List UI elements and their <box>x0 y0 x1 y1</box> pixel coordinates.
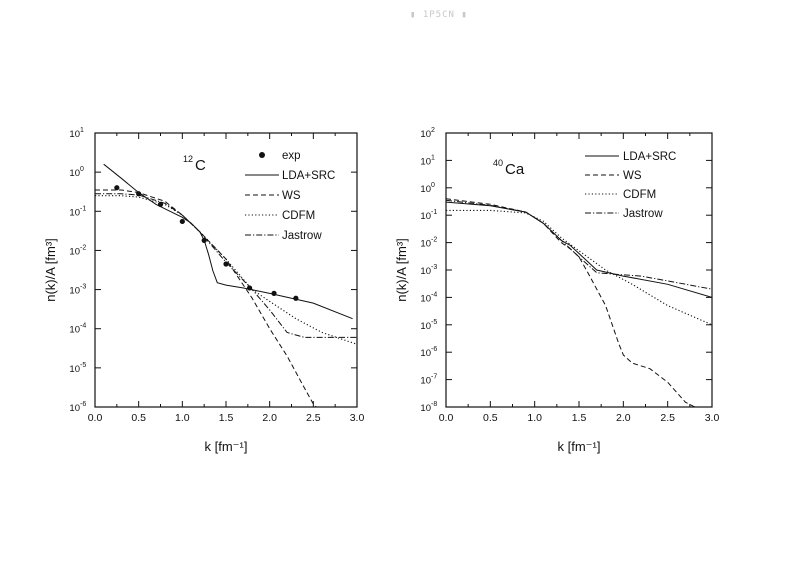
nucleus-mass-number: 40 <box>493 158 503 168</box>
exp-data-point <box>293 295 299 301</box>
exp-data-point <box>271 290 277 296</box>
series-line-cdfm <box>446 209 712 326</box>
x-tick-label: 1.0 <box>175 412 190 424</box>
x-tick-label: 1.0 <box>527 412 542 424</box>
y-tick-label: 10 <box>69 325 80 336</box>
exp-data-point <box>114 185 120 191</box>
plot-area <box>95 163 357 407</box>
y-tick-exponent: -4 <box>80 323 86 330</box>
series-line-ws <box>95 189 336 407</box>
y-tick-label: 10 <box>69 286 80 297</box>
legend-label: Jastrow <box>623 208 663 220</box>
x-axis-label: k [fm⁻¹] <box>558 439 601 454</box>
y-tick-exponent: -8 <box>431 401 437 408</box>
y-tick-exponent: 1 <box>80 127 84 134</box>
y-tick-exponent: -2 <box>431 237 437 244</box>
x-tick-label: 0.0 <box>439 412 454 424</box>
exp-data-point <box>136 191 142 197</box>
y-tick-label: 10 <box>420 348 431 359</box>
y-tick-exponent: -6 <box>431 346 437 353</box>
y-tick-exponent: -1 <box>80 205 86 212</box>
plot-frame <box>445 132 713 408</box>
y-tick-label: 10 <box>420 321 431 332</box>
x-axis-label: k [fm⁻¹] <box>205 439 248 454</box>
exp-data-point <box>223 261 229 267</box>
y-tick-label: 10 <box>420 403 431 414</box>
y-tick-exponent: -7 <box>431 374 437 381</box>
y-tick-label: 10 <box>420 129 431 140</box>
y-tick-exponent: 0 <box>431 182 435 189</box>
header-mark: ▮ 1P5CN ▮ <box>410 10 468 20</box>
series-line-lda-src <box>446 201 712 298</box>
x-tick-label: 2.5 <box>306 412 321 424</box>
y-tick-exponent: 0 <box>80 166 84 173</box>
y-tick-exponent: -6 <box>80 401 86 408</box>
y-tick-exponent: 1 <box>431 154 435 161</box>
y-tick-exponent: -5 <box>80 362 86 369</box>
y-tick-label: 10 <box>420 184 431 195</box>
chart-c12: 0.0 0.5 1.0 1.5 2.0 2.5 3.010-610-510-410 -310-… <box>43 127 364 454</box>
legend-label: Jastrow <box>282 230 322 242</box>
x-tick-label: 1.5 <box>572 412 587 424</box>
y-tick-label: 10 <box>420 156 431 167</box>
y-tick-exponent: 2 <box>431 127 435 134</box>
y-tick-exponent: -2 <box>80 244 86 251</box>
y-tick-exponent: -5 <box>431 319 437 326</box>
y-tick-exponent: -1 <box>431 209 437 216</box>
y-tick-label: 10 <box>69 129 80 140</box>
series-line-cdfm <box>95 195 357 345</box>
y-tick-label: 10 <box>69 207 80 218</box>
y-axis-label: n(k)/A [fm³] <box>394 238 409 302</box>
y-tick-label: 10 <box>69 364 80 375</box>
exp-data-point <box>157 201 164 207</box>
y-tick-label: 10 <box>69 168 80 179</box>
y-tick-label: 10 <box>69 246 80 257</box>
y-tick-label: 10 <box>69 403 80 414</box>
legend-label: WS <box>623 170 642 182</box>
y-axis-label: n(k)/A [fm³] <box>43 238 58 302</box>
x-tick-label: 3.0 <box>350 412 365 424</box>
legend-label: exp <box>282 150 301 162</box>
legend-label: LDA+SRC <box>623 151 676 163</box>
chart-ca40: 0.0 0.5 1.0 1.5 2.0 2.5 3.010-810-710-610 -510-… <box>394 127 719 454</box>
exp-data-point <box>201 237 207 244</box>
y-tick-exponent: -3 <box>431 264 437 271</box>
legend-label: LDA+SRC <box>282 170 335 182</box>
x-tick-label: 0.5 <box>131 412 146 424</box>
legend-marker-exp <box>259 152 265 158</box>
series-line-ws <box>446 198 696 407</box>
x-tick-label: 3.0 <box>705 412 720 424</box>
nucleus-symbol: Ca <box>505 161 525 178</box>
nucleus-mass-number: 12 <box>183 154 193 164</box>
y-tick-label: 10 <box>420 239 431 250</box>
y-tick-label: 10 <box>420 376 431 387</box>
legend-label: CDFM <box>282 210 315 222</box>
y-tick-exponent: -3 <box>80 284 86 291</box>
x-tick-label: 2.0 <box>616 412 631 424</box>
plot-area <box>446 198 712 407</box>
exp-data-point <box>246 285 253 291</box>
y-tick-exponent: -4 <box>431 291 437 298</box>
x-tick-label: 0.5 <box>483 412 498 424</box>
x-tick-label: 2.5 <box>660 412 675 424</box>
legend-label: CDFM <box>623 189 656 201</box>
x-tick-label: 0.0 <box>88 412 103 424</box>
nucleus-symbol: C <box>195 157 206 174</box>
series-line-jastrow <box>446 199 712 290</box>
x-tick-label: 1.5 <box>219 412 234 424</box>
y-tick-label: 10 <box>420 266 431 277</box>
y-tick-label: 10 <box>420 211 431 222</box>
y-tick-label: 10 <box>420 293 431 304</box>
x-tick-label: 2.0 <box>262 412 277 424</box>
exp-data-point <box>179 218 185 225</box>
legend-label: WS <box>282 190 301 202</box>
